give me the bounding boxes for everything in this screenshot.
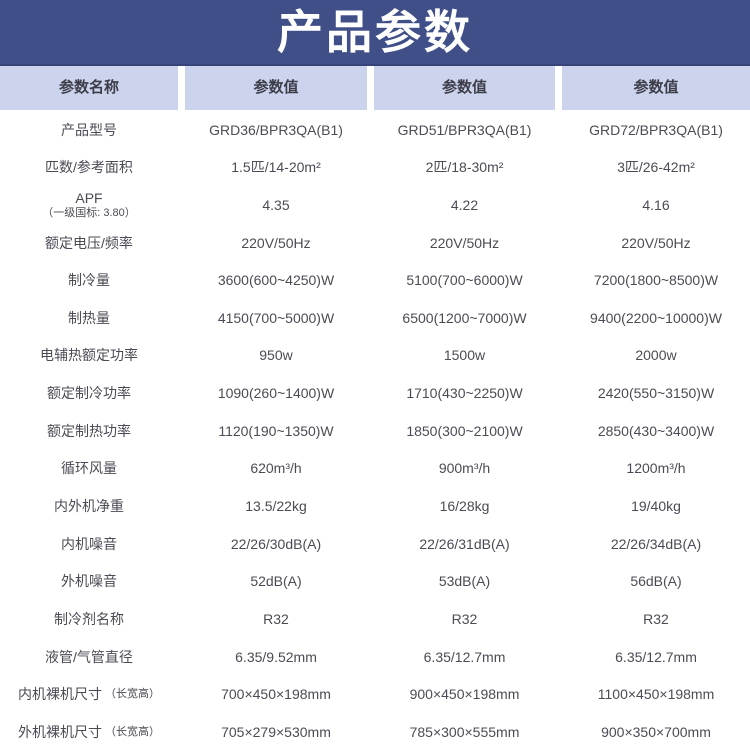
spec-table: 参数名称 参数值 参数值 参数值 产品型号 GRD36/BPR3QA(B1) GRD51/B… [0, 66, 750, 750]
cell-value: 220V/50Hz [241, 234, 311, 251]
cell-value: R32 [263, 610, 289, 627]
cell-value: 620m³/h [250, 460, 302, 477]
cell-value: 2匹/18-30m² [425, 159, 504, 176]
row-label-subtext: （一级国标: 3.80） [42, 207, 136, 220]
cell-value: 13.5/22kg [245, 498, 307, 515]
row-label: 额定制冷功率 [0, 377, 178, 412]
cell-value: 2850(430~3400)W [597, 422, 715, 439]
cell-value: GRD72/BPR3QA(B1) [589, 121, 723, 138]
cell-value: 4.22 [450, 196, 479, 213]
cell-value: 52dB(A) [250, 573, 302, 590]
header-cell-param-name: 参数名称 [0, 66, 178, 110]
cell-value: GRD51/BPR3QA(B1) [397, 121, 532, 138]
row-label-text: 制热量 [68, 309, 110, 326]
row-label-subtext: （长宽高） [105, 688, 160, 701]
row-label-text: 制冷量 [68, 272, 110, 289]
cell-value: R32 [643, 610, 669, 627]
cell-value: 6.35/12.7mm [615, 648, 697, 665]
cell-value: 5100(700~6000)W [406, 272, 523, 289]
cell-value: 22/26/30dB(A) [230, 535, 322, 552]
cell-value: 4.16 [642, 196, 670, 213]
row-label: 匹数/参考面积 [0, 151, 178, 186]
cell-value: 1500w [443, 347, 486, 364]
row-label-text: 产品型号 [61, 121, 117, 138]
cell-value: 7200(1800~8500)W [593, 272, 719, 289]
cell-value: 220V/50Hz [429, 234, 500, 251]
header-cell-param-value: 参数值 [374, 66, 555, 110]
row-label-text: 外机裸机尺寸 [18, 723, 102, 740]
row-label-text: 内机噪音 [61, 535, 117, 552]
cell-value: 9400(2200~10000)W [590, 309, 722, 326]
cell-value: 3匹/26-42m² [617, 159, 695, 176]
cell-value: 16/28kg [439, 498, 490, 515]
row-label-text: 外机噪音 [61, 573, 117, 590]
row-label: 外机裸机尺寸 （长宽高） [0, 715, 178, 750]
cell-value: 1100×450×198mm [597, 686, 715, 703]
row-label-text: 额定制热功率 [47, 422, 131, 439]
row-label-text: 内外机净重 [54, 498, 124, 515]
row-label: 制热量 [0, 301, 178, 336]
row-label: 循环风量 [0, 452, 178, 487]
cell-value: 1120(190~1350)W [218, 422, 334, 439]
row-label: 内机噪音 [0, 527, 178, 562]
cell-value: 705×279×530mm [221, 723, 331, 740]
row-label-text: 液管/气管直径 [45, 648, 133, 665]
row-label: 电辅热额定功率 [0, 339, 178, 374]
row-label: 外机噪音 [0, 565, 178, 600]
row-label-text: 电辅热额定功率 [40, 347, 138, 364]
cell-value: 700×450×198mm [221, 686, 331, 703]
cell-value: 3600(600~4250)W [217, 272, 335, 289]
cell-value: GRD36/BPR3QA(B1) [209, 121, 343, 138]
cell-value: 950w [259, 347, 293, 364]
row-label: 内外机净重 [0, 489, 178, 524]
row-label-text: 额定制冷功率 [47, 385, 131, 402]
row-label: 液管/气管直径 [0, 640, 178, 675]
cell-value: 900×350×700mm [601, 723, 711, 740]
cell-value: 785×300×555mm [409, 723, 520, 740]
cell-value: 4.35 [262, 196, 290, 213]
row-label-text: 匹数/参考面积 [45, 159, 133, 176]
row-label-text: 循环风量 [61, 460, 117, 477]
cell-value: 6.35/12.7mm [423, 648, 506, 665]
cell-value: 22/26/34dB(A) [610, 535, 702, 552]
cell-value: 220V/50Hz [621, 234, 691, 251]
cell-value: 2000w [635, 347, 677, 364]
cell-value: 900×450×198mm [409, 686, 520, 703]
header-cell-param-value: 参数值 [562, 66, 750, 110]
row-label: 制冷剂名称 [0, 602, 178, 637]
cell-value: 1710(430~2250)W [406, 385, 523, 402]
cell-value: 900m³/h [438, 460, 491, 477]
header-cell-param-value: 参数值 [185, 66, 367, 110]
cell-value: 19/40kg [631, 498, 681, 515]
cell-value: 6500(1200~7000)W [402, 309, 527, 326]
cell-value: 2420(550~3150)W [597, 385, 715, 402]
cell-value: 1090(260~1400)W [217, 385, 335, 402]
row-label: 产品型号 [0, 113, 178, 148]
cell-value: 6.35/9.52mm [235, 648, 317, 665]
cell-value: R32 [451, 610, 478, 627]
page-title: 产品参数 [277, 6, 473, 58]
title-band: 产品参数 [0, 0, 750, 66]
row-label-text: 额定电压/频率 [45, 234, 133, 251]
row-label-text: 制冷剂名称 [54, 610, 124, 627]
cell-value: 22/26/31dB(A) [419, 535, 510, 552]
cell-value: 1850(300~2100)W [406, 422, 523, 439]
cell-value: 1.5匹/14-20m² [231, 159, 321, 176]
cell-value: 4150(700~5000)W [217, 309, 335, 326]
row-label: 额定制热功率 [0, 414, 178, 449]
row-label: 制冷量 [0, 264, 178, 299]
row-label: 内机裸机尺寸 （长宽高） [0, 678, 178, 713]
row-label-subtext: （长宽高） [105, 725, 160, 738]
cell-value: 1200m³/h [626, 460, 686, 477]
cell-value: 53dB(A) [438, 573, 491, 590]
cell-value: 56dB(A) [630, 573, 682, 590]
row-label-text: 内机裸机尺寸 [18, 686, 102, 703]
row-label: APF （一级国标: 3.80） [0, 188, 178, 223]
row-label: 额定电压/频率 [0, 226, 178, 261]
row-label-text: APF [75, 189, 103, 206]
